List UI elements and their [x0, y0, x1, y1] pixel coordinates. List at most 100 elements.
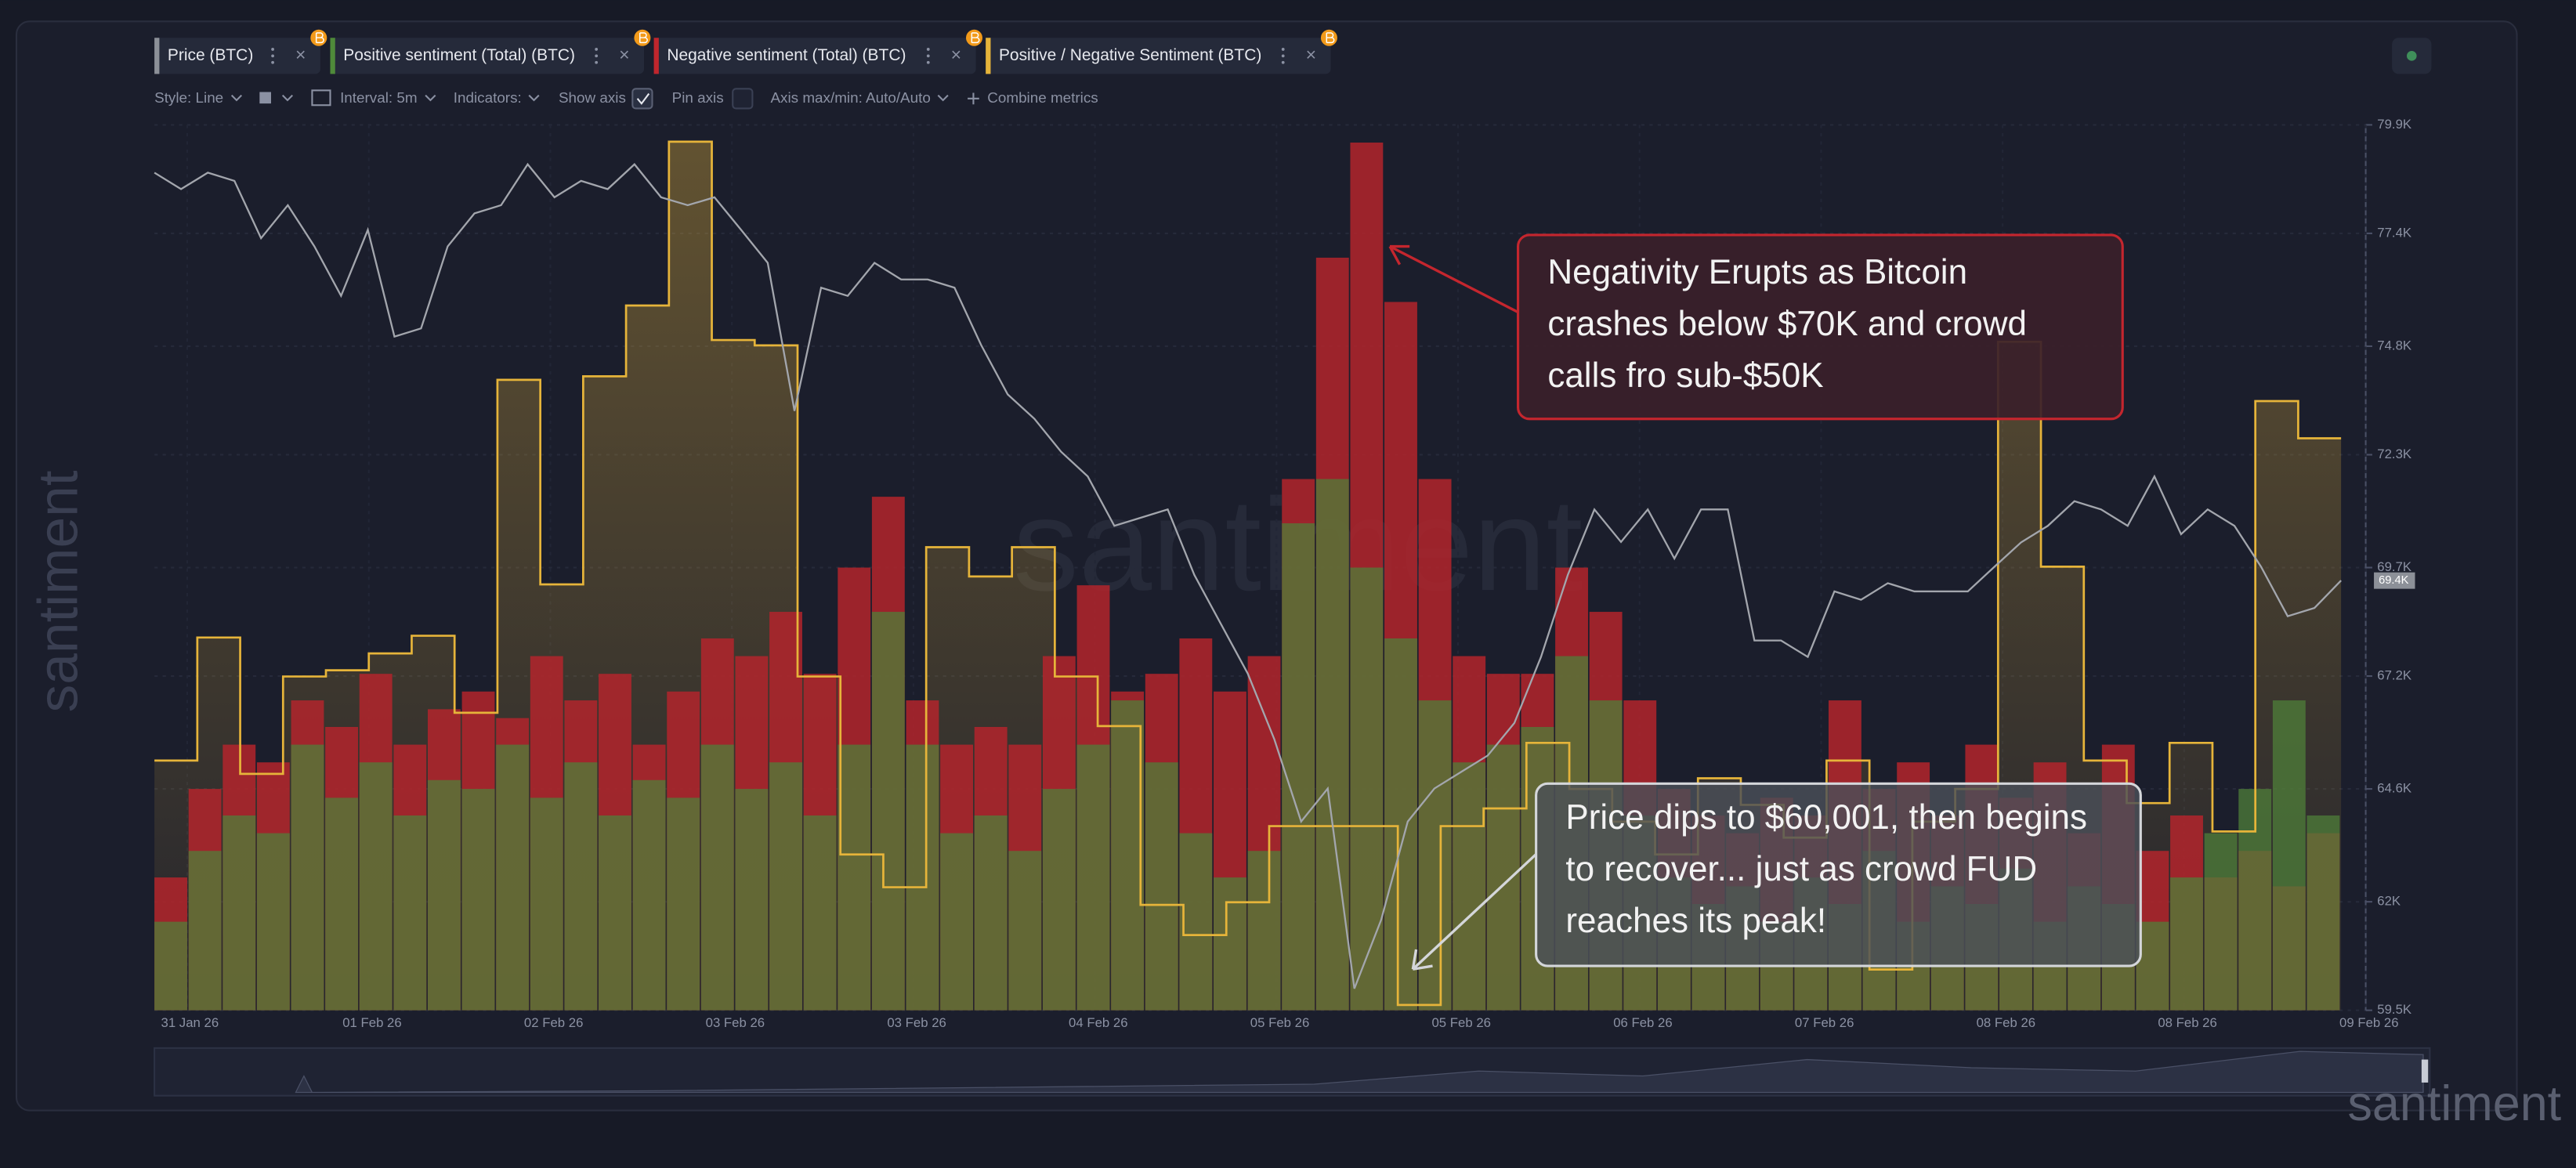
tab-color	[330, 38, 335, 74]
interval-select[interactable]: Interval: 5m	[340, 89, 418, 106]
x-tick-label: 06 Feb 26	[1613, 1015, 1673, 1030]
x-tick-label: 05 Feb 26	[1431, 1015, 1491, 1030]
y-tick-label: 69.7K	[2377, 559, 2411, 574]
annotation-arrow	[1389, 245, 1519, 313]
metric-tab[interactable]: Negative sentiment (Total) (BTC) ×	[653, 29, 982, 74]
tab-label: Positive sentiment (Total) (BTC)	[343, 46, 575, 64]
menu-dot	[926, 48, 930, 51]
menu-dot	[595, 48, 599, 51]
y-tick-label: 72.3K	[2377, 447, 2411, 461]
menu-dot	[1281, 60, 1285, 64]
color-swatch[interactable]	[259, 92, 271, 104]
x-tick-label: 07 Feb 26	[1795, 1015, 1854, 1030]
menu-dot	[1281, 54, 1285, 58]
show-axis-checkbox[interactable]	[631, 88, 653, 110]
bitcoin-glyph	[639, 32, 648, 44]
navigator-handle[interactable]	[2421, 1059, 2429, 1083]
sentiment-bar	[1384, 638, 1417, 1011]
sentiment-bar	[906, 744, 939, 1011]
sentiment-bar	[667, 797, 700, 1011]
sentiment-bar	[632, 779, 666, 1011]
annotation-text: crashes below $70K and crowd	[1547, 305, 2027, 343]
y-tick-label: 64.6K	[2377, 781, 2411, 796]
bitcoin-glyph	[315, 32, 324, 44]
x-tick-label: 04 Feb 26	[1069, 1015, 1128, 1030]
style-select[interactable]: Style: Line	[154, 89, 223, 106]
menu-dot	[595, 60, 599, 64]
sentiment-bar	[291, 744, 324, 1011]
sentiment-bar	[461, 789, 495, 1011]
navigator-preview	[295, 1050, 2424, 1094]
current-price-label: 69.4K	[2379, 574, 2409, 587]
status-dot	[2407, 51, 2417, 61]
metric-tab[interactable]: Positive sentiment (Total) (BTC) ×	[330, 29, 651, 74]
annotation: Price dips to $60,001, then begins to rec…	[1411, 782, 2142, 971]
arrow-head	[1388, 244, 1410, 266]
sentiment-bar	[2306, 815, 2340, 1011]
arrow-head	[1411, 949, 1433, 971]
sentiment-bar	[1008, 851, 1042, 1011]
watermark-corner: santiment	[2347, 1076, 2561, 1131]
x-tick-label: 02 Feb 26	[524, 1015, 584, 1030]
sentiment-bar	[2204, 833, 2238, 1011]
current-price-tag	[2374, 572, 2415, 589]
chevron	[425, 94, 436, 102]
sentiment-bar	[2170, 877, 2203, 1011]
x-tick-label: 03 Feb 26	[706, 1015, 765, 1030]
sentiment-bar	[803, 815, 837, 1011]
axis-minmax-select[interactable]: Axis max/min: Auto/Auto	[770, 89, 930, 106]
metric-tab[interactable]: Price (BTC) ×	[154, 29, 327, 74]
annotation-box	[1516, 233, 2124, 421]
pin-axis-label: Pin axis	[672, 89, 724, 106]
menu-dot	[271, 60, 274, 64]
sentiment-bar	[838, 744, 871, 1011]
tab-bg	[330, 38, 644, 74]
sentiment-bar	[1111, 700, 1145, 1011]
close-button[interactable]: ×	[295, 44, 306, 64]
pin-axis-checkbox[interactable]	[732, 88, 754, 110]
sentiment-bar	[325, 797, 359, 1011]
bitcoin-glyph	[1326, 32, 1335, 44]
x-tick-label: 03 Feb 26	[887, 1015, 946, 1030]
x-tick-label: 01 Feb 26	[342, 1015, 402, 1030]
menu-dot	[926, 54, 930, 58]
x-tick-label: 31 Jan 26	[161, 1015, 219, 1030]
close-button[interactable]: ×	[619, 44, 629, 64]
y-tick-label: 67.2K	[2377, 667, 2411, 682]
sentiment-bar	[974, 815, 1008, 1011]
x-tick-label: 05 Feb 26	[1250, 1015, 1310, 1030]
annotation-text: to recover... just as crowd FUD	[1565, 850, 2037, 888]
sentiment-bar	[1350, 567, 1384, 1011]
plus-icon	[968, 92, 979, 105]
close-button[interactable]: ×	[1306, 44, 1316, 64]
sentiment-bar	[1076, 744, 1110, 1011]
indicators-select[interactable]: Indicators:	[454, 89, 522, 106]
sentiment-bar	[871, 612, 905, 1011]
show-axis-label: Show axis	[559, 89, 626, 106]
sentiment-bar	[1179, 833, 1213, 1011]
chevron	[281, 94, 293, 102]
annotation-box	[1535, 782, 2142, 967]
sentiment-bar	[1214, 877, 1246, 1011]
price-line	[154, 162, 2342, 989]
sentiment-bar	[223, 815, 256, 1011]
sentiment-bar	[1315, 479, 1349, 1011]
close-button[interactable]: ×	[951, 44, 961, 64]
x-tick-label: 08 Feb 26	[1977, 1015, 2036, 1030]
y-tick-label: 79.9K	[2377, 117, 2411, 132]
combine-metrics-button[interactable]: Combine metrics	[987, 89, 1098, 106]
sentiment-bar	[1453, 762, 1486, 1011]
sentiment-bar	[256, 833, 290, 1011]
tab-color	[653, 38, 659, 74]
sentiment-bar	[564, 762, 598, 1011]
annotation-text: Negativity Erupts as Bitcoin	[1547, 253, 1967, 291]
menu-dot	[271, 54, 274, 58]
sentiment-bar	[1282, 523, 1315, 1011]
metric-tab[interactable]: Positive / Negative Sentiment (BTC) ×	[986, 29, 1337, 74]
watermark-side: santiment	[27, 470, 90, 712]
sentiment-bar	[735, 789, 769, 1011]
chevron	[937, 94, 949, 102]
toolbar: Style: Line Interval: 5m Indicators: Sho…	[154, 88, 1098, 110]
sentiment-bar	[2272, 700, 2306, 1011]
